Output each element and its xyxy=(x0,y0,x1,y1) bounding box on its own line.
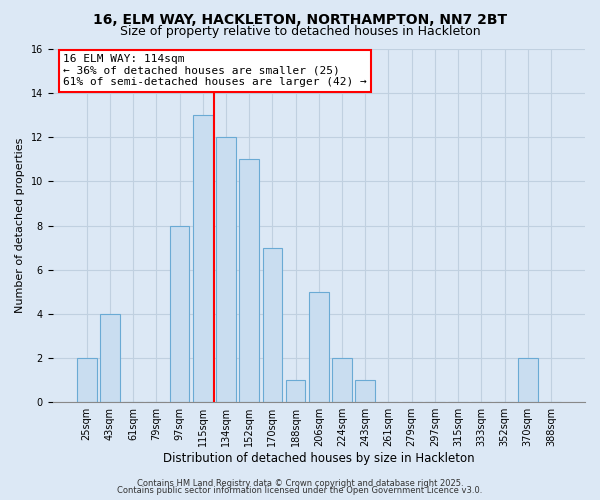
Text: Contains public sector information licensed under the Open Government Licence v3: Contains public sector information licen… xyxy=(118,486,482,495)
Bar xyxy=(263,248,282,402)
Bar xyxy=(100,314,120,402)
Bar xyxy=(77,358,97,402)
Text: Contains HM Land Registry data © Crown copyright and database right 2025.: Contains HM Land Registry data © Crown c… xyxy=(137,478,463,488)
Bar xyxy=(193,115,212,402)
Text: Size of property relative to detached houses in Hackleton: Size of property relative to detached ho… xyxy=(119,25,481,38)
Bar xyxy=(216,138,236,402)
Bar xyxy=(170,226,190,402)
Bar xyxy=(332,358,352,402)
Bar xyxy=(309,292,329,402)
X-axis label: Distribution of detached houses by size in Hackleton: Distribution of detached houses by size … xyxy=(163,452,475,465)
Text: 16 ELM WAY: 114sqm
← 36% of detached houses are smaller (25)
61% of semi-detache: 16 ELM WAY: 114sqm ← 36% of detached hou… xyxy=(63,54,367,88)
Bar xyxy=(239,160,259,402)
Bar xyxy=(355,380,375,402)
Y-axis label: Number of detached properties: Number of detached properties xyxy=(15,138,25,314)
Bar xyxy=(518,358,538,402)
Bar xyxy=(286,380,305,402)
Text: 16, ELM WAY, HACKLETON, NORTHAMPTON, NN7 2BT: 16, ELM WAY, HACKLETON, NORTHAMPTON, NN7… xyxy=(93,12,507,26)
